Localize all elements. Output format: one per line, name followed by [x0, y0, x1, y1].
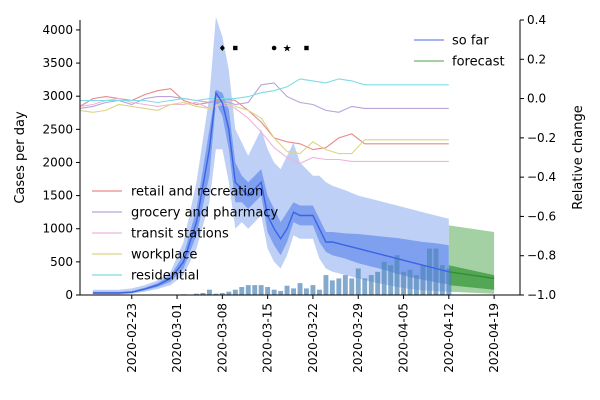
bars-layer — [168, 248, 452, 295]
y-axis-label-left: Cases per day — [13, 111, 28, 204]
observed-bar — [200, 293, 206, 295]
mobility-line-transit-stations — [79, 98, 449, 165]
observed-bar — [388, 265, 394, 295]
observed-bar — [329, 280, 335, 295]
x-tick-label: 2020-03-01 — [170, 303, 184, 373]
so-far-median-line — [92, 90, 449, 294]
observed-bar — [252, 285, 258, 295]
observed-bar — [439, 265, 445, 295]
legend-label-transit-stations: transit stations — [131, 227, 229, 242]
x-tick-label: 2020-03-22 — [306, 303, 320, 373]
legend-layer: retail and recreation grocery and pharmac… — [92, 34, 505, 284]
observed-bar — [401, 271, 406, 295]
observed-bar — [232, 289, 238, 295]
observed-bar — [414, 275, 419, 295]
x-tick-label: 2020-03-15 — [261, 303, 275, 373]
observed-bar — [310, 285, 316, 295]
observed-bar — [271, 289, 277, 295]
observed-bar — [297, 283, 303, 295]
x-tick-label: 2020-04-12 — [442, 303, 456, 373]
legend-label-so-far: so far — [452, 34, 489, 49]
markers-layer: ★ — [219, 44, 309, 55]
observed-bar — [317, 289, 322, 295]
y-tick-label-left: 4000 — [42, 23, 73, 37]
mobility-line-workplace — [79, 101, 449, 155]
observed-bar — [433, 248, 439, 295]
x-tick-label: 2020-03-29 — [351, 303, 365, 373]
y-tick-label-right: −0.6 — [527, 209, 556, 223]
so-far-outer-band — [92, 16, 449, 295]
observed-bar — [323, 275, 329, 295]
observed-bar — [258, 285, 264, 295]
mobility-line-residential — [80, 78, 449, 104]
observed-bar — [394, 255, 400, 295]
intervention-marker — [219, 45, 225, 51]
observed-bar — [368, 275, 374, 295]
observed-bar — [239, 287, 245, 295]
x-tick-label: 2020-04-05 — [397, 303, 411, 373]
observed-bar — [375, 271, 381, 295]
y-tick-label-right: −0.2 — [527, 131, 556, 145]
observed-bar — [226, 291, 232, 295]
observed-bar — [342, 275, 348, 295]
mobility-line-grocery-and-pharmacy — [79, 82, 449, 113]
observed-bar — [194, 293, 199, 295]
y-tick-label-left: 1500 — [42, 189, 73, 203]
observed-bar — [427, 248, 432, 295]
y-tick-label-left: 3500 — [42, 56, 73, 70]
axes-layer: 0 500 1000 1500 2000 2500 3000 3500 4000 −1.0 −0.8… — [42, 13, 556, 373]
intervention-marker — [233, 45, 238, 51]
observed-bar — [407, 269, 413, 295]
y-tick-label-right: 0.0 — [527, 92, 546, 106]
legend-label-residential: residential — [131, 269, 199, 284]
observed-bar — [355, 268, 361, 295]
y-tick-label-right: 0.4 — [527, 13, 546, 27]
y-tick-label-left: 3000 — [42, 89, 73, 103]
intervention-marker: ★ — [283, 44, 292, 55]
mobility-line-retail-and-recreation — [79, 88, 449, 151]
y-tick-label-right: −0.8 — [527, 249, 556, 263]
observed-bar — [349, 278, 355, 295]
legend-label-retail-and-recreation: retail and recreation — [131, 185, 263, 200]
observed-bar — [446, 268, 452, 295]
legend-label-grocery-and-pharmacy: grocery and pharmacy — [131, 206, 279, 221]
observed-bar — [207, 289, 212, 295]
legend-label-workplace: workplace — [131, 248, 197, 263]
intervention-marker — [271, 45, 277, 51]
y-tick-label-left: 1000 — [42, 222, 73, 236]
observed-bar — [219, 293, 225, 295]
mobility-lines-layer — [79, 78, 449, 165]
observed-bar — [362, 278, 368, 295]
y-tick-label-left: 0 — [65, 288, 73, 302]
y-tick-label-right: −1.0 — [527, 288, 556, 302]
y-tick-label-right: 0.2 — [527, 52, 546, 66]
y-tick-label-left: 2500 — [42, 122, 73, 136]
observed-bar — [278, 291, 284, 295]
intervention-marker — [304, 45, 309, 51]
forecast-inner-band — [448, 265, 495, 290]
observed-bar — [265, 287, 271, 295]
x-tick-label: 2020-02-23 — [125, 303, 139, 373]
observed-bar — [336, 278, 342, 295]
observed-bar — [284, 285, 290, 295]
observed-bar — [291, 288, 296, 295]
x-tick-label: 2020-04-19 — [487, 303, 501, 373]
forecast-median-line — [448, 271, 495, 279]
legend-label-forecast: forecast — [452, 55, 505, 70]
observed-bar — [381, 261, 387, 295]
so-far-inner-band — [92, 89, 449, 294]
y-tick-label-right: −0.4 — [527, 170, 556, 184]
observed-bar — [213, 293, 219, 295]
median-lines-layer — [92, 90, 495, 294]
observed-bar — [304, 288, 309, 295]
y-axis-label-right: Relative change — [571, 105, 586, 209]
y-tick-label-left: 2000 — [42, 155, 73, 169]
x-tick-label: 2020-03-08 — [215, 303, 229, 373]
observed-bar — [420, 265, 426, 295]
observed-bar — [245, 285, 251, 295]
y-tick-label-left: 500 — [50, 255, 73, 269]
